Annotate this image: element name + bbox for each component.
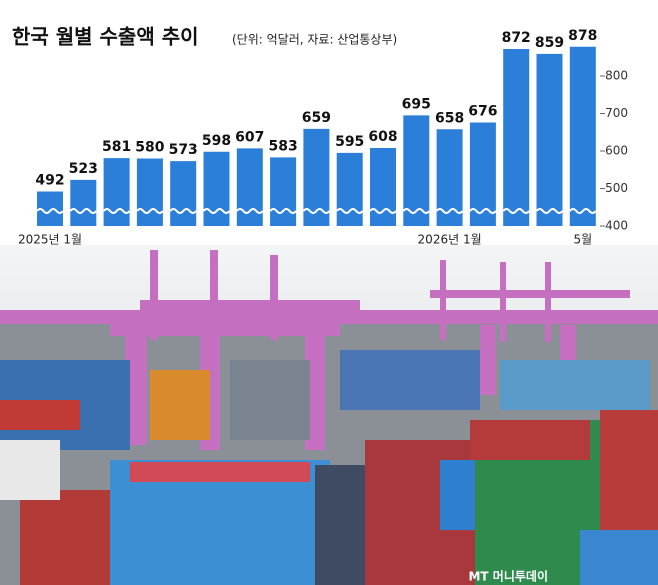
value-label: 859 <box>535 35 564 51</box>
bar <box>503 49 530 226</box>
value-label: 878 <box>568 28 597 44</box>
bar <box>370 148 396 226</box>
value-label: 583 <box>268 138 297 154</box>
axis-break <box>102 208 131 214</box>
value-label: 598 <box>202 133 231 149</box>
axis-break <box>569 208 597 214</box>
bar <box>403 115 430 226</box>
axis-break <box>302 208 331 214</box>
x-tick-label: 2025년 1월 <box>18 233 82 247</box>
axis-break <box>36 208 64 214</box>
value-label: 658 <box>435 110 464 126</box>
value-label: 595 <box>335 134 364 150</box>
axis-break <box>169 208 197 214</box>
axis-break <box>136 208 164 214</box>
chart-subtitle: (단위: 억달러, 자료: 산업통상부) <box>232 33 397 47</box>
bar <box>336 152 363 226</box>
axis-break <box>202 208 231 214</box>
axis-break <box>535 208 564 214</box>
axis-break <box>469 208 497 214</box>
axis-break <box>69 208 98 214</box>
axis-break <box>369 208 397 214</box>
port-photo <box>0 245 658 585</box>
y-tick-label: 400 <box>605 219 628 233</box>
bar <box>103 158 130 226</box>
value-label: 608 <box>368 129 397 145</box>
bar <box>136 158 163 226</box>
value-label: 573 <box>169 142 198 158</box>
bar <box>70 179 97 226</box>
bar <box>203 151 230 226</box>
bar <box>270 157 297 226</box>
value-label: 607 <box>235 129 264 145</box>
watermark: MT 머니투데이 <box>468 569 548 584</box>
value-label: 695 <box>402 96 431 112</box>
y-tick-label: 600 <box>605 144 628 158</box>
axis-break <box>335 208 364 214</box>
y-tick-label: 800 <box>605 69 628 83</box>
axis-break <box>435 208 464 214</box>
x-tick-label: 5월 <box>573 233 592 247</box>
x-tick-label: 2026년 1월 <box>418 233 482 247</box>
value-label: 676 <box>468 104 497 120</box>
axis-break <box>402 208 431 214</box>
bar <box>536 53 563 226</box>
axis-break <box>236 208 264 214</box>
bar <box>569 46 596 226</box>
value-label: 581 <box>102 139 131 155</box>
value-label: 523 <box>69 161 98 177</box>
axis-break <box>269 208 297 214</box>
value-label: 872 <box>502 30 531 46</box>
value-label: 659 <box>302 110 331 126</box>
value-label: 580 <box>135 140 164 156</box>
value-label: 492 <box>35 173 64 189</box>
y-tick-label: 700 <box>605 106 628 120</box>
chart-title: 한국 월별 수출액 추이 <box>12 25 199 49</box>
bar <box>170 161 197 226</box>
bar <box>236 148 263 226</box>
y-tick-label: 500 <box>605 181 628 195</box>
axis-break <box>502 208 530 214</box>
